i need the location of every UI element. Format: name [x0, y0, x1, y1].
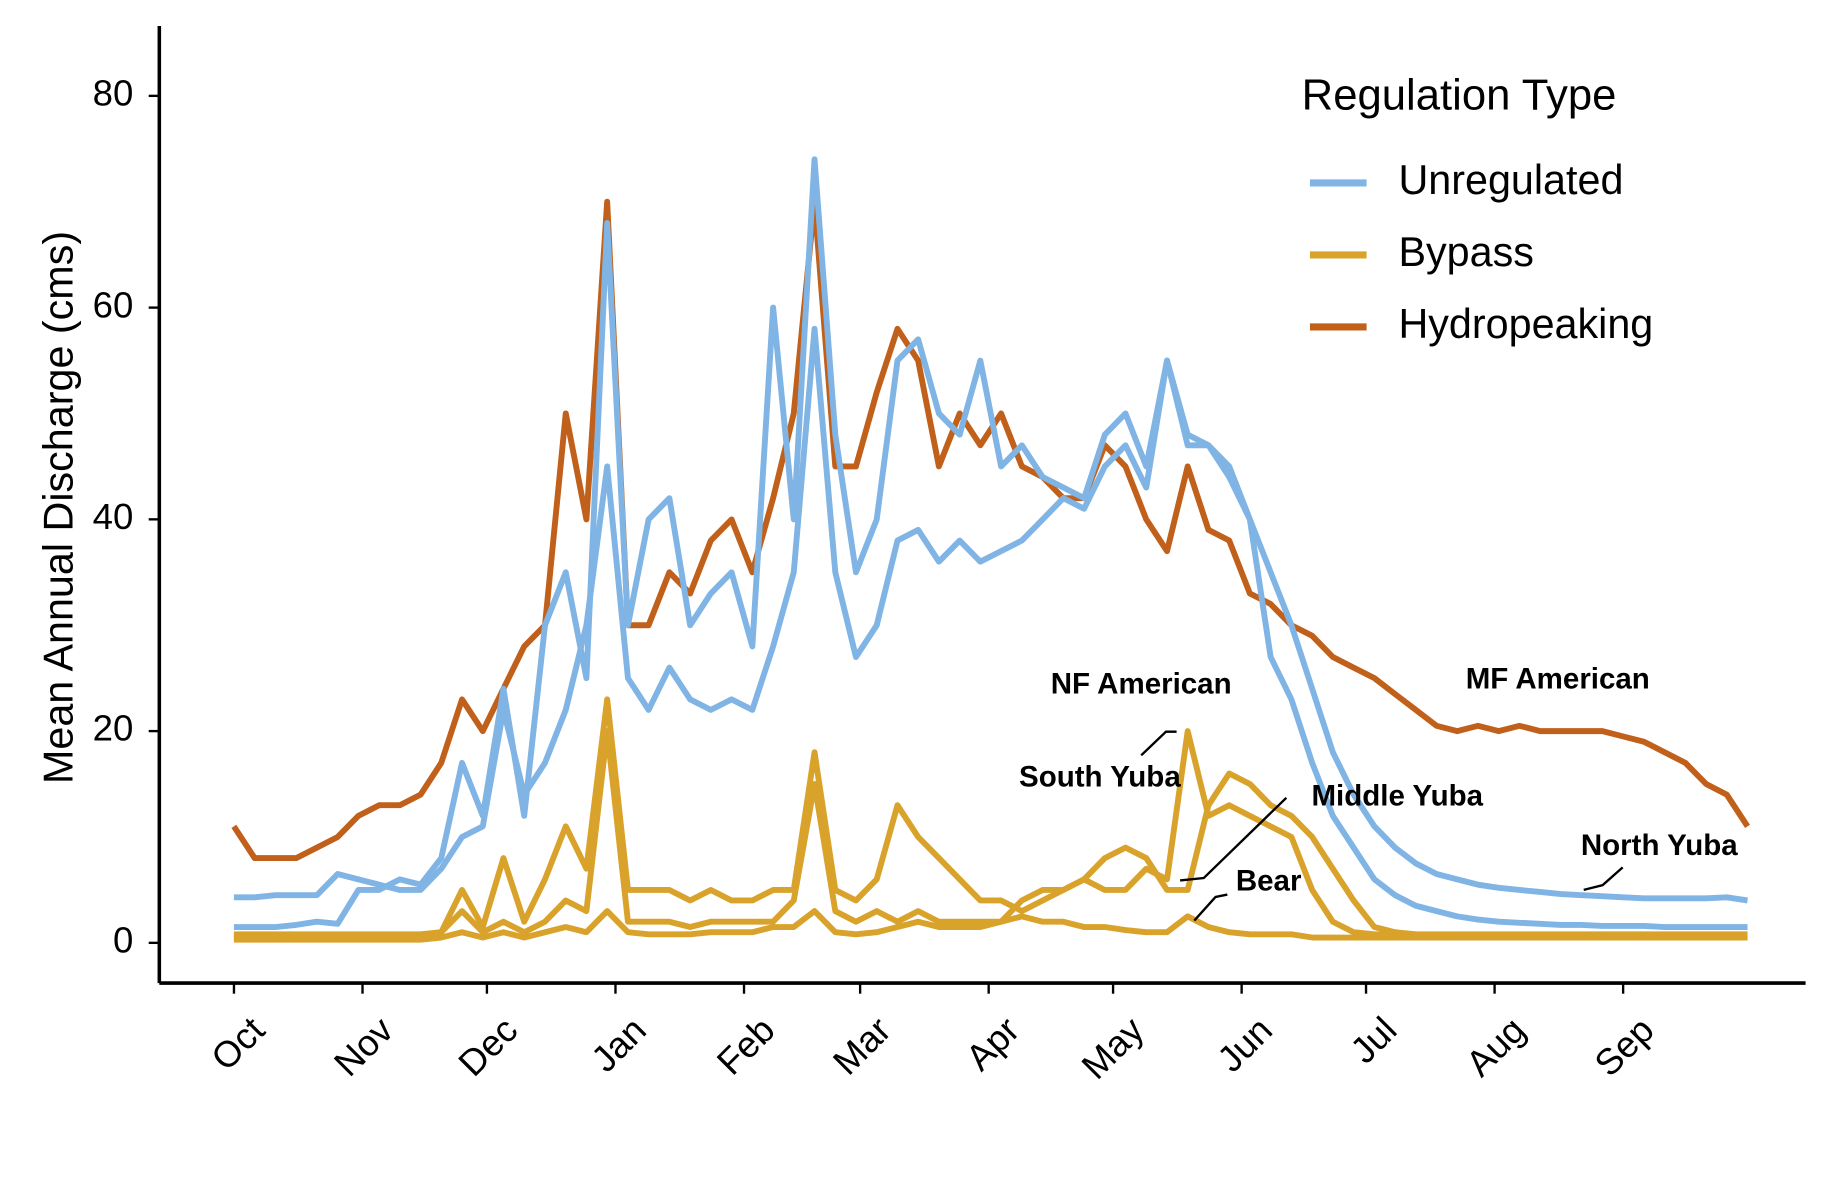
- series-label: Middle Yuba: [1311, 780, 1483, 813]
- x-tick-label: Sep: [1587, 1009, 1662, 1084]
- series-label: MF American: [1466, 663, 1650, 696]
- x-tick-label: Dec: [450, 1009, 525, 1084]
- y-tick-label: 0: [113, 919, 133, 960]
- x-tick-label: Jul: [1342, 1009, 1404, 1071]
- y-tick-label: 60: [93, 284, 134, 325]
- x-tick-label: Aug: [1458, 1009, 1533, 1084]
- leader-line: [1180, 796, 1288, 882]
- x-tick-label: Apr: [958, 1009, 1027, 1078]
- y-axis-label: Mean Annual Discharge (cms): [35, 231, 81, 784]
- data-line: [233, 325, 1748, 904]
- legend-title: Regulation Type: [1302, 71, 1617, 120]
- series-label: Bear: [1236, 865, 1302, 898]
- data-line: [233, 696, 1748, 938]
- x-tick-label: Oct: [203, 1009, 272, 1078]
- x-tick-label: Mar: [825, 1009, 899, 1083]
- leader-line: [1140, 730, 1177, 757]
- y-tick-label: 80: [93, 73, 134, 114]
- x-tick-label: Jan: [583, 1009, 654, 1080]
- legend-label: Bypass: [1398, 229, 1533, 275]
- leader-line: [1583, 866, 1624, 891]
- x-tick-label: Nov: [326, 1009, 401, 1084]
- plot-lines: [231, 156, 1751, 943]
- legend-label: Hydropeaking: [1398, 301, 1653, 347]
- y-tick-label: 20: [93, 708, 134, 749]
- y-tick-label: 40: [93, 496, 134, 537]
- series-label: North Yuba: [1581, 829, 1738, 862]
- x-tick-label: Jun: [1209, 1009, 1280, 1080]
- series-label: NF American: [1051, 667, 1232, 700]
- legend-label: Unregulated: [1398, 157, 1623, 203]
- x-tick-label: Feb: [709, 1009, 783, 1083]
- series-label: South Yuba: [1019, 761, 1181, 794]
- leader-line: [1193, 893, 1228, 922]
- data-line: [231, 198, 1751, 862]
- x-tick-label: May: [1074, 1009, 1152, 1087]
- data-line: [233, 908, 1748, 943]
